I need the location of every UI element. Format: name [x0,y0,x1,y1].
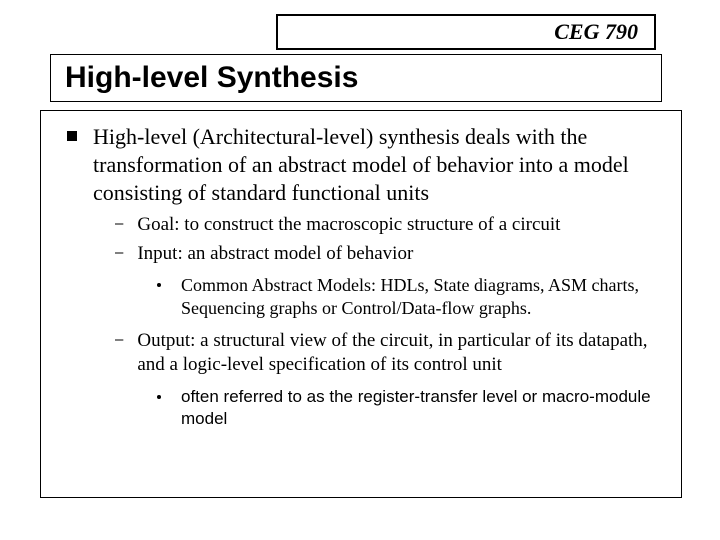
main-text: High-level (Architectural-level) synthes… [93,123,665,207]
sub-text: Goal: to construct the macroscopic struc… [137,213,560,237]
sub-text: Input: an abstract model of behavior [137,242,413,266]
dot-bullet-icon [157,283,161,287]
slide-title: High-level Synthesis [65,61,358,95]
bullet-level2: – Output: a structural view of the circu… [115,329,665,378]
dash-bullet-icon: – [115,330,123,350]
bullet-level3: often referred to as the register-transf… [157,386,665,430]
dash-bullet-icon: – [115,214,123,234]
bullet-level3: Common Abstract Models: HDLs, State diag… [157,274,665,321]
bullet-level1: High-level (Architectural-level) synthes… [57,123,665,207]
header-box: CEG 790 [276,14,656,50]
bullet-level2: – Goal: to construct the macroscopic str… [115,213,665,237]
sub-text: Output: a structural view of the circuit… [137,329,665,378]
course-label: CEG 790 [554,19,638,45]
dot-bullet-icon [157,395,161,399]
square-bullet-icon [67,131,77,141]
title-box: High-level Synthesis [50,54,662,102]
third-text: often referred to as the register-transf… [181,386,665,430]
content-box: High-level (Architectural-level) synthes… [40,110,682,498]
third-text: Common Abstract Models: HDLs, State diag… [181,274,665,321]
bullet-level2: – Input: an abstract model of behavior [115,242,665,266]
dash-bullet-icon: – [115,243,123,263]
